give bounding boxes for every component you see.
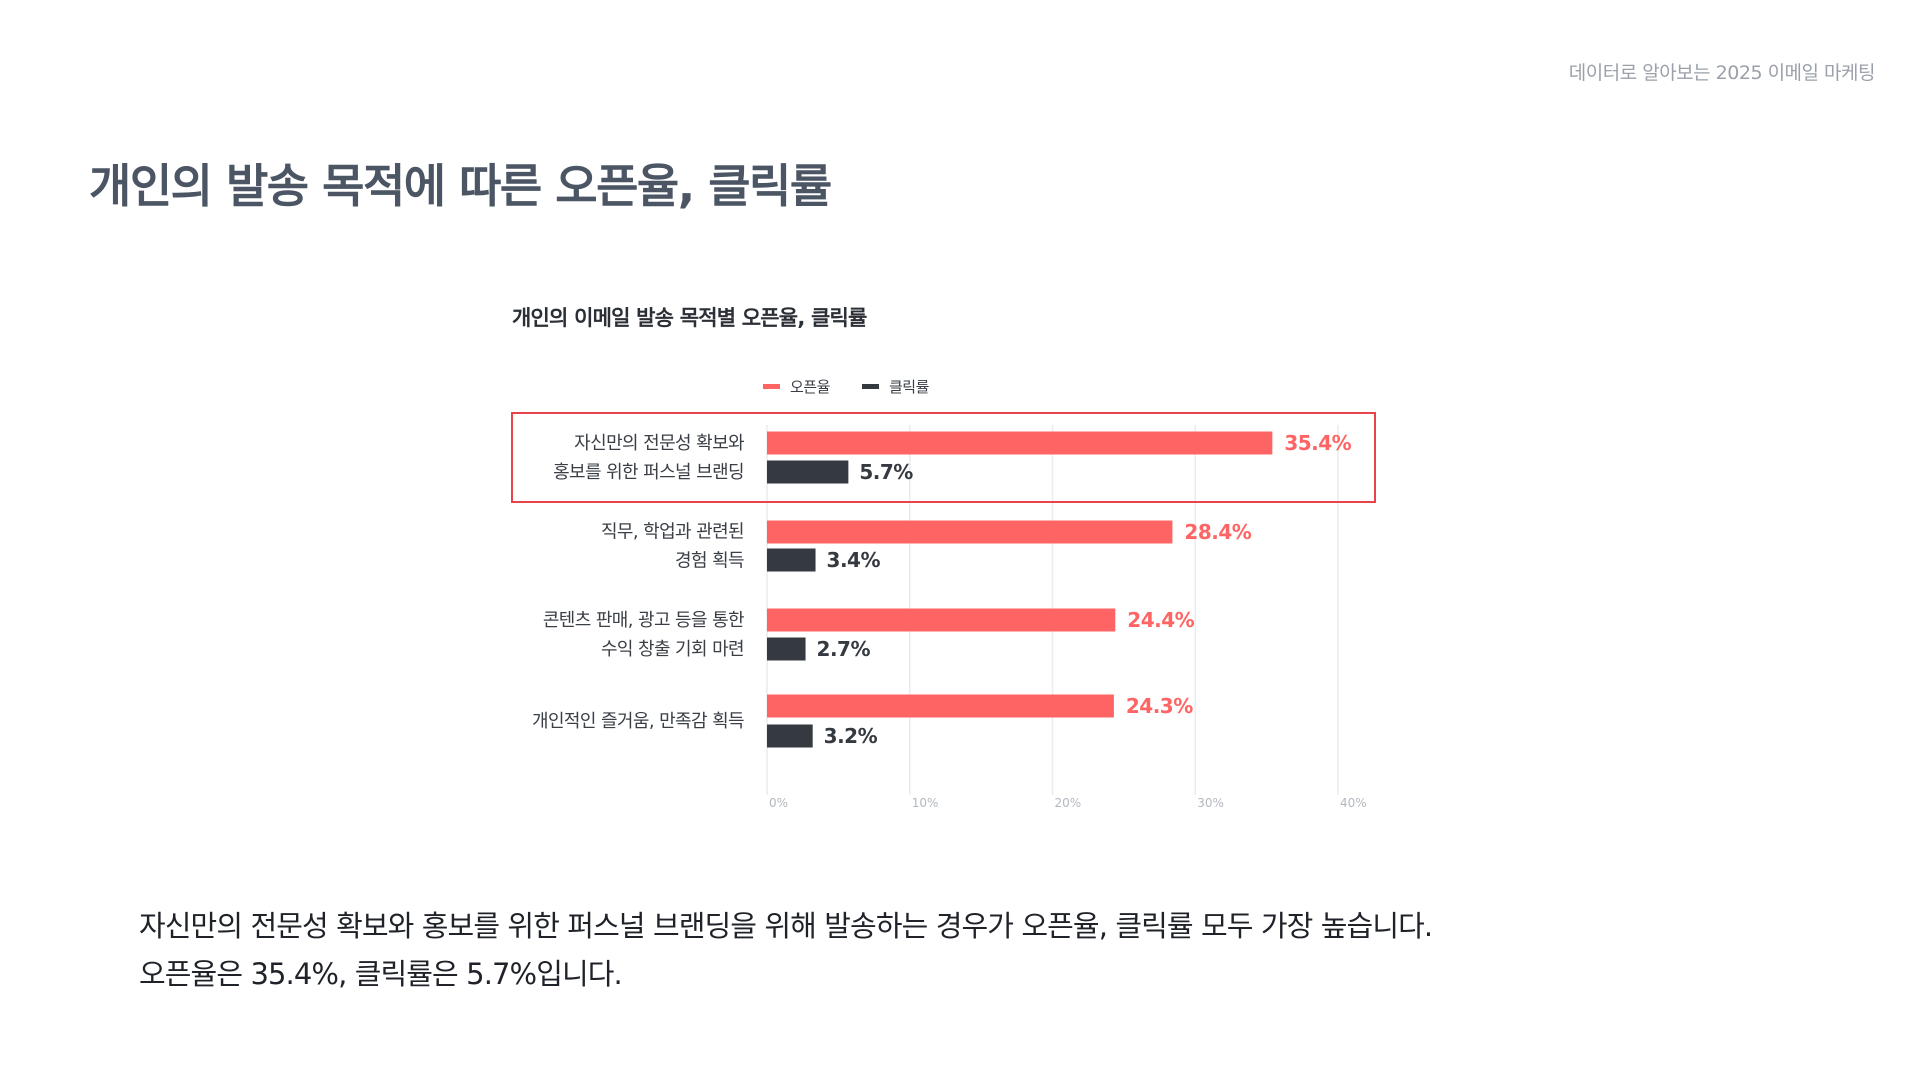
data-label-click-rate: 5.7%	[859, 460, 913, 484]
category-label: 개인적인 즐거움, 만족감 획득	[532, 711, 744, 732]
x-tick-label: 0%	[769, 796, 788, 810]
legend-label-open-rate: 오픈율	[790, 378, 830, 396]
data-label-click-rate: 3.2%	[824, 724, 878, 748]
legend-swatch-click-rate	[862, 384, 879, 389]
category-label: 경험 획득	[675, 551, 744, 572]
data-label-click-rate: 3.4%	[827, 548, 881, 572]
bar-click-rate	[767, 637, 806, 661]
category-label: 콘텐츠 판매, 광고 등을 통한	[543, 610, 744, 631]
category-label: 수익 창출 기회 마련	[601, 639, 744, 660]
category-label: 자신만의 전문성 확보와	[574, 433, 744, 454]
data-label-open-rate: 24.3%	[1126, 694, 1193, 718]
page-title: 개인의 발송 목적에 따른 오픈율, 클릭률	[89, 159, 832, 213]
category-label: 직무, 학업과 관련된	[601, 522, 744, 543]
legend-label-click-rate: 클릭률	[889, 378, 930, 396]
bar-open-rate	[767, 608, 1116, 632]
data-label-click-rate: 2.7%	[817, 637, 871, 661]
data-label-open-rate: 35.4%	[1284, 431, 1351, 455]
description: 자신만의 전문성 확보와 홍보를 위한 퍼스널 브랜딩을 위해 발송하는 경우가…	[139, 902, 1433, 998]
legend-swatch-open-rate	[763, 384, 780, 389]
x-tick-label: 10%	[912, 796, 939, 810]
bar-open-rate	[767, 520, 1173, 544]
bar-click-rate	[767, 460, 849, 484]
bar-open-rate	[767, 431, 1273, 455]
data-label-open-rate: 24.4%	[1127, 608, 1194, 632]
description-line-1: 자신만의 전문성 확보와 홍보를 위한 퍼스널 브랜딩을 위해 발송하는 경우가…	[139, 909, 1433, 943]
category-label: 홍보를 위한 퍼스널 브랜딩	[553, 462, 744, 483]
chart-title: 개인의 이메일 발송 목적별 오픈율, 클릭률	[512, 306, 867, 330]
x-tick-label: 30%	[1197, 796, 1224, 810]
bar-click-rate	[767, 724, 813, 748]
description-line-2: 오픈율은 35.4%, 클릭률은 5.7%입니다.	[139, 957, 623, 991]
data-label-open-rate: 28.4%	[1184, 520, 1251, 544]
x-tick-label: 20%	[1055, 796, 1082, 810]
bar-click-rate	[767, 548, 816, 572]
report-label: 데이터로 알아보는 2025 이메일 마케팅	[1568, 62, 1876, 84]
highlight-box	[511, 412, 1376, 503]
x-tick-label: 40%	[1340, 796, 1367, 810]
bar-open-rate	[767, 694, 1114, 718]
